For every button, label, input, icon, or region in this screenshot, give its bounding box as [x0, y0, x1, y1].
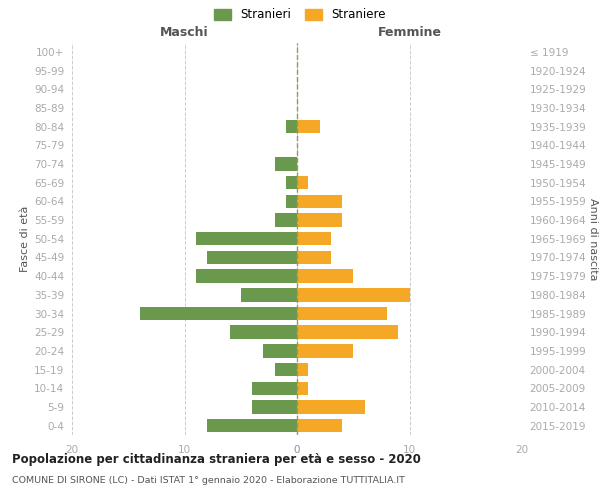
Bar [286, 120, 297, 134]
Bar [297, 363, 308, 376]
Bar [297, 288, 409, 302]
Bar [196, 232, 297, 245]
Bar [297, 250, 331, 264]
Title: Maschi: Maschi [160, 26, 209, 38]
Bar [286, 194, 297, 208]
Bar [139, 307, 297, 320]
Bar [229, 326, 297, 339]
Legend: Stranieri, Straniere: Stranieri, Straniere [212, 6, 388, 24]
Bar [297, 214, 342, 227]
Bar [297, 270, 353, 283]
Title: Femmine: Femmine [377, 26, 442, 38]
Bar [297, 419, 342, 432]
Bar [263, 344, 297, 358]
Bar [252, 382, 297, 395]
Y-axis label: Anni di nascita: Anni di nascita [587, 198, 598, 280]
Bar [286, 176, 297, 190]
Y-axis label: Fasce di età: Fasce di età [20, 206, 30, 272]
Bar [275, 158, 297, 170]
Bar [297, 400, 365, 413]
Bar [252, 400, 297, 413]
Bar [297, 176, 308, 190]
Bar [241, 288, 297, 302]
Text: COMUNE DI SIRONE (LC) - Dati ISTAT 1° gennaio 2020 - Elaborazione TUTTITALIA.IT: COMUNE DI SIRONE (LC) - Dati ISTAT 1° ge… [12, 476, 405, 485]
Bar [297, 194, 342, 208]
Bar [207, 419, 297, 432]
Bar [297, 232, 331, 245]
Text: Popolazione per cittadinanza straniera per età e sesso - 2020: Popolazione per cittadinanza straniera p… [12, 452, 421, 466]
Bar [297, 326, 398, 339]
Bar [297, 307, 387, 320]
Bar [275, 363, 297, 376]
Bar [275, 214, 297, 227]
Bar [297, 382, 308, 395]
Bar [297, 344, 353, 358]
Bar [297, 120, 320, 134]
Bar [196, 270, 297, 283]
Bar [207, 250, 297, 264]
